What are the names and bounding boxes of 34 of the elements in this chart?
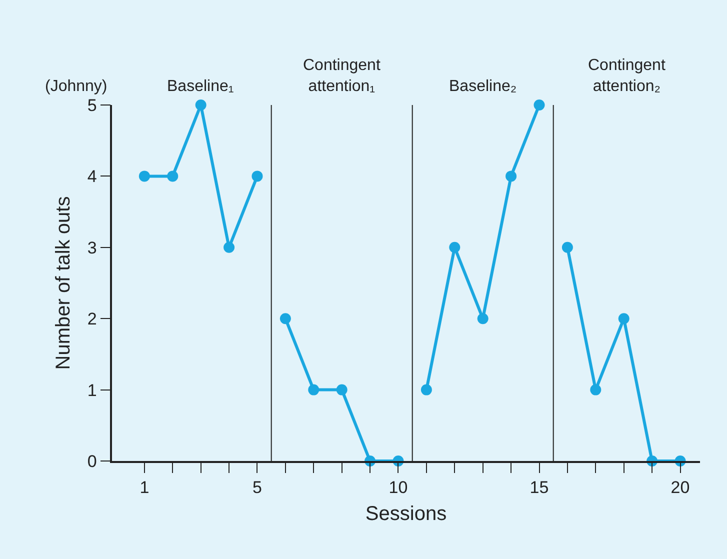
x-tick-label: 20 xyxy=(670,478,690,498)
point xyxy=(477,313,488,324)
point xyxy=(308,384,320,396)
point xyxy=(420,384,432,396)
point xyxy=(590,384,602,396)
y-axis-title: Number of talk outs xyxy=(52,196,74,370)
x-axis-title: Sessions xyxy=(365,503,447,526)
text: Contingent attention₂ xyxy=(588,57,666,95)
point xyxy=(280,313,291,324)
y-tick-label: 4 xyxy=(87,167,97,186)
point xyxy=(224,242,235,253)
text: Baseline₂ xyxy=(449,78,517,95)
point xyxy=(534,100,545,110)
point xyxy=(336,384,348,396)
text: Contingent attention₁ xyxy=(303,57,381,95)
x-tick-label: 10 xyxy=(388,478,408,498)
x-tick-label: 5 xyxy=(252,478,262,498)
point xyxy=(167,170,178,182)
point xyxy=(195,100,206,110)
point xyxy=(562,242,573,253)
point xyxy=(138,170,150,182)
x-tick-label: 1 xyxy=(140,478,150,498)
point xyxy=(449,242,460,253)
y-tick-label: 3 xyxy=(87,238,97,258)
y-tick-label: 5 xyxy=(87,96,97,115)
point xyxy=(252,170,263,182)
y-tick-label: 1 xyxy=(87,380,97,400)
text: Baseline₁ xyxy=(167,78,234,95)
point xyxy=(618,313,630,324)
text: (Johnny) xyxy=(45,78,108,95)
y-tick-label: 2 xyxy=(87,310,97,329)
x-tick-label: 15 xyxy=(530,478,549,498)
y-tick-label: 0 xyxy=(87,452,97,471)
point xyxy=(506,170,517,182)
